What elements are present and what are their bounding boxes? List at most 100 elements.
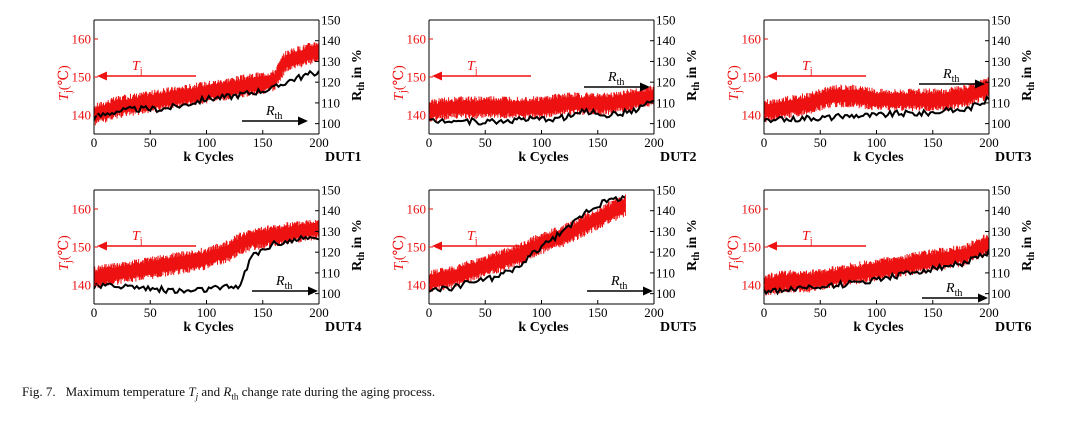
x-axis-label: k Cycles: [183, 150, 234, 165]
y-right-tick-label: 100: [991, 116, 1011, 131]
y-left-tick-label: 140: [72, 278, 92, 293]
y-left-tick-label: 150: [72, 70, 92, 85]
x-tick-label: 50: [814, 135, 827, 150]
series-tj-band: [94, 219, 319, 288]
series-tj-line: [429, 204, 627, 282]
rth-arrow-label: Rth: [942, 67, 959, 85]
caption-tj-symbol: T: [188, 384, 196, 399]
x-tick-label: 150: [588, 305, 608, 320]
tj-arrow-head: [432, 241, 442, 251]
y-right-tick-label: 130: [991, 54, 1011, 69]
y-right-tick-label: 140: [321, 203, 341, 218]
series-tj-line: [764, 242, 989, 286]
caption-text-after: change rate during the aging process.: [241, 384, 436, 399]
x-tick-label: 200: [979, 305, 999, 320]
y-right-tick-label: 120: [321, 75, 341, 90]
tj-arrow-label: Tj: [132, 59, 143, 77]
y-right-tick-label: 140: [656, 203, 676, 218]
y-left-tick-label: 150: [742, 240, 762, 255]
x-tick-label: 50: [814, 305, 827, 320]
dut-label: DUT2: [660, 150, 697, 165]
rth-arrow-label: Rth: [945, 281, 962, 299]
y-right-tick-label: 110: [991, 95, 1010, 110]
y-right-tick-label: 150: [991, 13, 1011, 28]
y-left-tick-label: 140: [407, 278, 427, 293]
y-right-tick-label: 150: [656, 13, 676, 28]
y-right-axis-label: Rth in %: [350, 219, 367, 271]
x-axis-label: k Cycles: [518, 320, 569, 335]
x-tick-label: 200: [644, 305, 664, 320]
tj-arrow-head: [97, 241, 107, 251]
series-tj-line: [764, 87, 989, 112]
y-right-tick-label: 120: [321, 245, 341, 260]
series-tj-line: [94, 49, 319, 116]
series-rth-line: [429, 99, 654, 127]
rth-arrow-head: [978, 293, 988, 303]
y-right-tick-label: 110: [656, 265, 675, 280]
y-left-tick-label: 150: [742, 70, 762, 85]
series-rth-line: [94, 234, 319, 295]
rth-arrow-head: [298, 116, 308, 126]
y-left-tick-label: 150: [407, 240, 427, 255]
rth-arrow-head: [975, 79, 985, 89]
y-right-axis-label: Rth in %: [350, 49, 367, 101]
x-tick-label: 200: [644, 135, 664, 150]
x-tick-label: 100: [532, 305, 552, 320]
series-rth-line: [764, 94, 989, 124]
y-right-tick-label: 100: [321, 116, 341, 131]
series-rth-line: [94, 69, 319, 121]
chart-panel-1: 0 50 100 150 200 140 150 160 100 110 120 130 140 150 k…: [57, 13, 367, 166]
x-axis-label: k Cycles: [183, 320, 234, 335]
dut-label: DUT6: [995, 320, 1032, 335]
chart-panel-4: 0 50 100 150 200 140 150 160 100 110 120 130 140 150 k…: [57, 183, 367, 336]
y-right-tick-label: 100: [656, 286, 676, 301]
y-right-tick-label: 110: [321, 265, 340, 280]
x-tick-label: 50: [479, 135, 492, 150]
chart-panel-5: 0 50 100 150 200 140 150 160 100 110 120 130 140 150 k…: [392, 183, 702, 336]
chart-panel-3: 0 50 100 150 200 140 150 160 100 110 120 130 140 150 k…: [727, 13, 1037, 166]
y-right-tick-label: 100: [656, 116, 676, 131]
x-tick-label: 200: [309, 305, 329, 320]
tj-arrow-head: [767, 241, 777, 251]
tj-arrow-label: Tj: [802, 229, 813, 247]
x-tick-label: 200: [979, 135, 999, 150]
tj-arrow-head: [767, 71, 777, 81]
x-tick-label: 50: [144, 305, 157, 320]
x-tick-label: 0: [426, 305, 433, 320]
x-tick-label: 100: [867, 135, 887, 150]
y-left-tick-label: 140: [72, 108, 92, 123]
x-tick-label: 150: [923, 135, 943, 150]
caption-rth-sub: th: [231, 391, 239, 402]
tj-arrow-label: Tj: [467, 59, 478, 77]
y-right-tick-label: 110: [656, 95, 675, 110]
y-left-axis-label: Tj(℃): [727, 65, 744, 101]
x-tick-label: 100: [197, 305, 217, 320]
y-right-tick-label: 140: [991, 203, 1011, 218]
figure-svg: 0 50 100 150 200 140 150 160 100 110 120 130 140 150 k…: [57, 13, 1037, 336]
y-left-axis-label: Tj(℃): [392, 235, 409, 271]
chart-panel-2: 0 50 100 150 200 140 150 160 100 110 120 130 140 150 k…: [392, 13, 702, 166]
y-right-tick-label: 120: [991, 75, 1011, 90]
dut-label: DUT3: [995, 150, 1032, 165]
y-left-axis-label: Tj(℃): [57, 235, 74, 271]
x-tick-label: 0: [426, 135, 433, 150]
tj-arrow-head: [97, 71, 107, 81]
rth-arrow-head: [640, 82, 650, 92]
x-tick-label: 50: [479, 305, 492, 320]
chart-panel-6: 0 50 100 150 200 140 150 160 100 110 120 130 140 150 k…: [727, 183, 1037, 336]
y-left-tick-label: 160: [72, 202, 92, 217]
y-right-tick-label: 120: [656, 245, 676, 260]
caption-text-before: Maximum temperature: [65, 384, 186, 399]
tj-arrow-label: Tj: [467, 229, 478, 247]
x-tick-label: 100: [197, 135, 217, 150]
dut-label: DUT5: [660, 320, 697, 335]
rth-arrow-label: Rth: [265, 104, 282, 122]
x-tick-label: 100: [867, 305, 887, 320]
y-right-axis-label: Rth in %: [1020, 49, 1037, 101]
figure-caption: Fig. 7. Maximum temperature Tj and Rth ch…: [22, 384, 435, 402]
y-right-tick-label: 130: [321, 54, 341, 69]
x-tick-label: 150: [588, 135, 608, 150]
y-right-tick-label: 150: [656, 183, 676, 198]
caption-label: Fig. 7.: [22, 384, 56, 399]
